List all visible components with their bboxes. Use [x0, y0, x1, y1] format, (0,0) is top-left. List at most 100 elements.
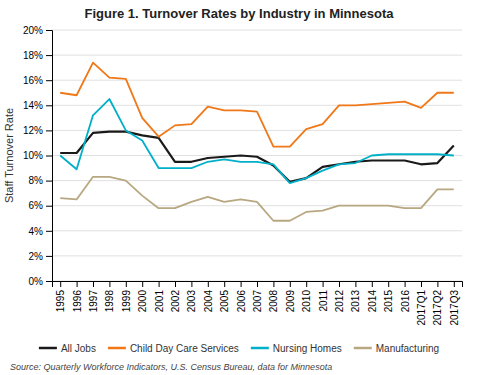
grid-line — [52, 230, 462, 231]
tick-mark — [437, 281, 438, 287]
annotation: Source: Quarterly Workforce Indicators, … — [10, 362, 332, 372]
tick: 2010 — [301, 281, 312, 312]
tick-mark — [46, 206, 52, 207]
tick-label: 0% — [29, 276, 44, 287]
tick-label: 1997 — [88, 290, 99, 313]
tick: 14% — [23, 100, 52, 111]
tick-mark — [273, 281, 274, 287]
series-line — [60, 99, 454, 183]
tick-mark — [93, 281, 94, 287]
tick: 12% — [23, 125, 52, 136]
y-axis-title: Staff Turnover Rate — [3, 108, 15, 203]
tick-mark — [175, 281, 176, 287]
tick: 1995 — [55, 281, 66, 312]
tick: 2012 — [334, 281, 345, 312]
tick: 2014 — [367, 281, 378, 312]
tick-label: 20% — [23, 25, 43, 36]
tick-mark — [355, 281, 356, 287]
tick-mark — [77, 281, 78, 287]
tick: 0% — [29, 276, 52, 287]
legend-item: Nursing Homes — [251, 343, 342, 354]
plot-area: 0% 2% 4% 6% 8% 10% 12% 14% 16% 18% 20% 1995 1996 1997… — [23, 25, 463, 326]
tick-mark — [46, 105, 52, 106]
tick: 2005 — [219, 281, 230, 312]
tick-label: 2000 — [137, 290, 148, 313]
series-line — [60, 177, 454, 221]
tick-label: 12% — [23, 125, 43, 136]
legend-label: Nursing Homes — [273, 343, 342, 354]
tick-label: 2017Q1 — [416, 290, 427, 326]
tick-label: 2014 — [367, 290, 378, 313]
tick-label: 1998 — [104, 290, 115, 313]
tick: 2003 — [186, 281, 197, 312]
tick-label: 2003 — [186, 290, 197, 313]
tick-mark — [290, 281, 291, 287]
tick-mark — [46, 80, 52, 81]
tick-label: 18% — [23, 50, 43, 61]
tick-label: 2012 — [334, 290, 345, 313]
tick-mark — [421, 281, 422, 287]
tick: 2006 — [236, 281, 247, 312]
tick-mark — [46, 281, 52, 282]
tick-mark — [454, 281, 455, 287]
tick-mark — [46, 30, 52, 31]
grid-line — [52, 80, 462, 81]
tick-label: 2009 — [285, 290, 296, 313]
tick: 1999 — [121, 281, 132, 312]
tick: 2001 — [154, 281, 165, 312]
grid — [52, 30, 462, 281]
axis-line — [53, 282, 463, 288]
tick-label: 10% — [23, 150, 43, 161]
grid-line — [52, 30, 462, 31]
legend-swatch — [251, 347, 269, 350]
grid-line — [52, 205, 462, 206]
tick: 2011 — [318, 281, 329, 312]
tick-label: 2010 — [301, 290, 312, 313]
legend-swatch — [108, 347, 126, 350]
tick: 2000 — [137, 281, 148, 312]
tick: 2015 — [383, 281, 394, 312]
tick-label: 1995 — [55, 290, 66, 313]
tick-label: 2011 — [318, 290, 329, 312]
legend-label: All Jobs — [61, 343, 96, 354]
tick: 10% — [23, 150, 52, 161]
tick-mark — [339, 281, 340, 287]
tick-mark — [224, 281, 225, 287]
chart: Figure 1. Turnover Rates by Industry in … — [0, 0, 478, 375]
tick-mark — [323, 281, 324, 287]
tick: 2% — [29, 251, 52, 262]
tick-label: 2013 — [350, 290, 361, 313]
tick: 18% — [23, 50, 52, 61]
legend-item: Manufacturing — [354, 343, 439, 354]
tick-mark — [46, 181, 52, 182]
tick-label: 14% — [23, 100, 43, 111]
tick-label: 1999 — [121, 290, 132, 313]
tick-label: 8% — [29, 175, 44, 186]
tick: 1997 — [88, 281, 99, 312]
tick-label: 6% — [29, 200, 44, 211]
tick-label: 2002 — [170, 290, 181, 313]
legend-swatch — [354, 347, 372, 350]
tick: 8% — [29, 175, 52, 186]
tick: 2017Q3 — [449, 281, 460, 326]
tick: 1998 — [104, 281, 115, 312]
tick-label: 2008 — [268, 290, 279, 313]
series-line — [60, 132, 454, 182]
tick-mark — [126, 281, 127, 287]
tick-label: 4% — [29, 226, 44, 237]
tick-label: 2007 — [252, 290, 263, 313]
tick-label: 16% — [23, 75, 43, 86]
tick-mark — [372, 281, 373, 287]
tick-mark — [388, 281, 389, 287]
tick-mark — [142, 281, 143, 287]
tick-mark — [191, 281, 192, 287]
tick-mark — [159, 281, 160, 287]
tick-mark — [241, 281, 242, 287]
legend: All JobsChild Day Care ServicesNursing H… — [39, 343, 439, 354]
tick: 16% — [23, 75, 52, 86]
tick: 2008 — [268, 281, 279, 312]
tick-label: 1996 — [72, 290, 83, 313]
lines — [60, 63, 454, 221]
tick: 2002 — [170, 281, 181, 312]
tick-label: 2001 — [154, 290, 165, 313]
